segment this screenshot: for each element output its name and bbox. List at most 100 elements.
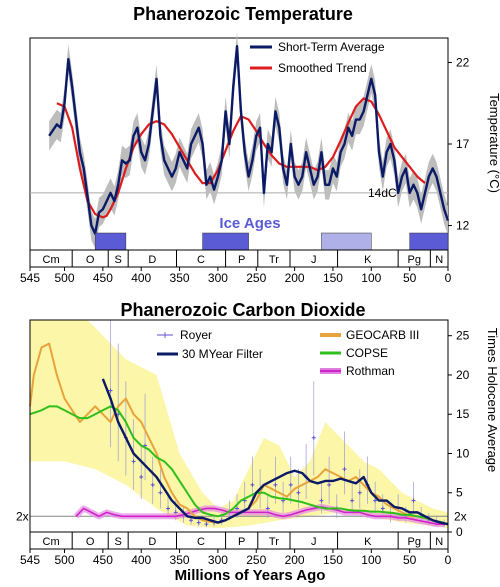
x-tick-label-500: 500: [54, 271, 74, 285]
royer-point: [342, 467, 347, 472]
x-tick-label-50: 50: [403, 271, 417, 285]
period-label-c: C: [197, 536, 205, 548]
x-tick-label-100: 100: [361, 271, 381, 285]
legend-30-myear-filter: 30 MYear Filter: [182, 347, 263, 361]
royer-point: [139, 475, 144, 480]
period-label-n: N: [435, 254, 443, 266]
ice-age-bar: [321, 232, 372, 251]
period-bar-frame: [29, 531, 449, 550]
royer-point: [189, 518, 194, 523]
period-label-s: S: [115, 254, 122, 266]
legend-short-term-average: Short-Term Average: [278, 40, 385, 54]
x-tick-label-545: 545: [20, 271, 40, 285]
ice-ages-annotation: Ice Ages: [219, 215, 280, 232]
series-short-term-average: [48, 44, 450, 235]
y-tick-label-10: 10: [456, 446, 470, 460]
y-tick-label-12: 12: [456, 219, 470, 233]
royer-point: [311, 435, 316, 440]
royer-point: [327, 482, 332, 487]
temperature-y-ticks: 12 17 22: [448, 55, 470, 233]
x-tick-label-0: 0: [445, 553, 452, 567]
royer-point: [150, 482, 155, 487]
x-tick-label-200: 200: [285, 553, 305, 567]
x-tick-label-200: 200: [285, 271, 305, 285]
ice-age-bar: [202, 232, 249, 251]
royer-point: [380, 506, 385, 511]
x-tick-label-350: 350: [170, 271, 190, 285]
legend-rothman: Rothman: [346, 364, 395, 378]
period-label-n: N: [435, 536, 443, 548]
co2-series-group: [29, 320, 449, 528]
co2-chart-title: Phanerozoic Carbon Dioxide: [120, 300, 365, 320]
x-tick-label-250: 250: [246, 271, 266, 285]
co2-plot-area: [29, 319, 449, 533]
y-tick-label-0: 0: [456, 525, 463, 539]
royer-point: [350, 498, 355, 503]
legend-geocarb-iii: GEOCARB III: [346, 328, 419, 342]
royer-point: [166, 506, 171, 511]
x-axis-label: Millions of Years Ago: [175, 567, 326, 584]
temperature-chart-title: Phanerozoic Temperature: [133, 4, 353, 24]
temperature-legend: Short-Term Average Smoothed Trend: [250, 40, 385, 75]
period-label-j: J: [311, 536, 317, 548]
royer-point: [373, 498, 378, 503]
temperature-x-ticks: 545 500 450 400 350 300 250 200 150 100 50 0: [20, 267, 452, 285]
period-label-o: O: [86, 254, 95, 266]
x-tick-label-545: 545: [20, 553, 40, 567]
x-tick-label-100: 100: [361, 553, 381, 567]
period-label-k: K: [364, 536, 372, 548]
period-label-d: D: [148, 254, 156, 266]
period-bar-frame: [29, 249, 449, 268]
ice-age-bar: [409, 232, 449, 251]
x-tick-label-400: 400: [131, 553, 151, 567]
reference-label-14dC: 14dC: [368, 186, 397, 200]
legend-smoothed-trend: Smoothed Trend: [278, 61, 367, 75]
period-label-tr: Tr: [269, 536, 279, 548]
royer-point: [411, 498, 416, 503]
royer-point: [273, 482, 278, 487]
royer-point: [250, 482, 255, 487]
x-tick-label-500: 500: [54, 553, 74, 567]
x-tick-label-0: 0: [445, 271, 452, 285]
period-label-p: P: [238, 254, 245, 266]
x-tick-label-300: 300: [208, 271, 228, 285]
ice-age-bars: [94, 232, 449, 251]
temperature-plot-area: 14dC Ice Ages: [29, 31, 450, 251]
co2-y-axis-label: Times Holocene Average: [485, 328, 500, 473]
period-label-d: D: [148, 536, 156, 548]
reference-label-2x-right: 2x: [454, 509, 467, 523]
temperature-y-axis-label: Temperature (°C): [487, 93, 500, 193]
legend-royer: Royer: [180, 328, 212, 342]
period-label-j: J: [311, 254, 317, 266]
royer-point: [204, 522, 209, 527]
period-bar-top: Cm O S D C P Tr J K Pg N: [29, 249, 449, 268]
series-30-myear-filter: [101, 378, 449, 526]
co2-x-ticks: 545 500 450 400 350 300 250 200 150 100 50 0: [20, 549, 452, 567]
ice-age-bar: [94, 232, 127, 251]
x-tick-label-450: 450: [93, 271, 113, 285]
period-label-cm: Cm: [43, 254, 60, 266]
royer-point: [108, 388, 113, 393]
period-label-pg: Pg: [408, 536, 421, 548]
royer-point: [296, 490, 301, 495]
co2-uncertainty-band: [30, 320, 448, 529]
y-tick-label-20: 20: [456, 368, 470, 382]
royer-point: [158, 490, 163, 495]
royer-point: [288, 482, 293, 487]
x-tick-label-400: 400: [131, 271, 151, 285]
series-rothman: [75, 506, 445, 525]
series-copse: [29, 405, 449, 526]
y-tick-label-17: 17: [456, 137, 470, 151]
period-label-cm: Cm: [43, 536, 60, 548]
legend-copse: COPSE: [346, 346, 388, 360]
x-tick-label-50: 50: [403, 553, 417, 567]
period-label-k: K: [364, 254, 372, 266]
series-smoothed-trend: [56, 97, 426, 219]
period-label-p: P: [238, 536, 245, 548]
period-label-tr: Tr: [269, 254, 279, 266]
reference-label-2x-left: 2x: [16, 509, 29, 523]
royer-point: [357, 490, 362, 495]
royer-point: [319, 498, 324, 503]
x-tick-label-150: 150: [323, 553, 343, 567]
